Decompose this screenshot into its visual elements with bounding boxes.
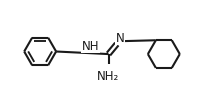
Text: N: N — [116, 32, 125, 45]
Text: NH₂: NH₂ — [97, 70, 120, 83]
Text: NH: NH — [81, 40, 99, 53]
